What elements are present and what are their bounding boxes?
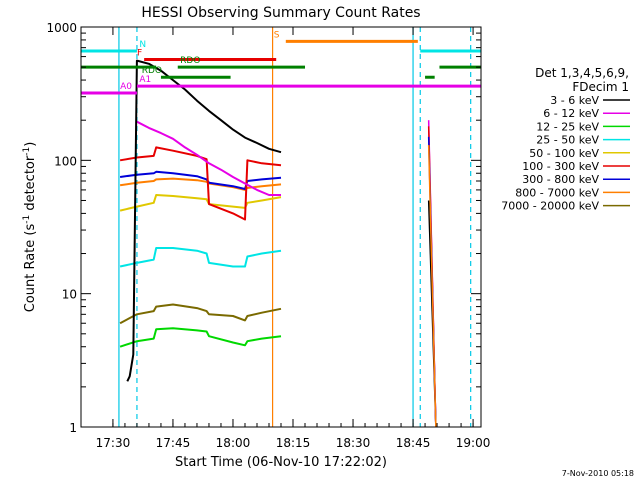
footer-timestamp: 7-Nov-2010 05:18 <box>562 469 634 478</box>
x-tick-label: 18:15 <box>276 436 311 450</box>
chart-title: HESSI Observing Summary Count Rates <box>141 5 420 21</box>
legend-label-7000-20000-kev: 7000 - 20000 keV <box>501 200 599 213</box>
x-tick-label: 19:00 <box>456 436 491 450</box>
axis-ticks: 17:30 17:45 18:00 18:15 18:30 18:45 19:00 1 10 10… <box>46 21 490 450</box>
legend-label-300-800-kev: 300 - 800 keV <box>522 173 599 186</box>
y-tick-label: 10 <box>62 288 77 302</box>
x-tick-label: 18:45 <box>396 436 431 450</box>
legend-header-1: Det 1,3,4,5,6,9, <box>535 66 629 80</box>
y-axis-label: Count Rate (s-1 detector-1) <box>22 142 38 313</box>
x-tick-label: 17:45 <box>156 436 191 450</box>
flag-label-a0: A0 <box>120 82 132 92</box>
series-group <box>119 59 437 428</box>
flag-label-a1: A1 <box>139 75 151 85</box>
flag-label-s: S <box>274 30 280 40</box>
y-tick-label: 100 <box>54 154 77 168</box>
flag-label-rdo: RDO <box>142 66 162 76</box>
x-tick-label: 18:30 <box>336 436 371 450</box>
series-line-800-7000-kev <box>119 177 282 191</box>
x-tick-label: 18:00 <box>216 436 251 450</box>
flag-label-n: N <box>139 40 146 50</box>
x-axis-label: Start Time (06-Nov-10 17:22:02) <box>175 455 387 470</box>
legend-label-3-6-kev: 3 - 6 keV <box>550 94 599 107</box>
legend-label-6-12-kev: 6 - 12 keV <box>543 107 599 120</box>
series-line-7000-20000-kev <box>119 303 282 325</box>
x-tick-label: 17:30 <box>96 436 131 450</box>
y-tick-label: 1 <box>69 421 77 435</box>
legend-label-100-300-kev: 100 - 300 keV <box>522 160 599 173</box>
legend-header-2: FDecim 1 <box>572 80 629 94</box>
flag-label-f: F <box>137 49 142 59</box>
y-tick-label: 1000 <box>46 21 77 35</box>
series-line-3-6-kev <box>126 59 282 382</box>
legend-label-25-50-kev: 25 - 50 keV <box>536 134 599 147</box>
series-line-100-300-kev <box>119 146 282 221</box>
legend-label-50-100-kev: 50 - 100 keV <box>529 147 599 160</box>
legend-label-800-7000-kev: 800 - 7000 keV <box>515 186 599 199</box>
legend-label-12-25-kev: 12 - 25 keV <box>536 120 599 133</box>
series-line-25-50-kev <box>119 247 282 268</box>
series-line-12-25-kev <box>119 327 282 348</box>
series-line-50-100-kev <box>119 194 282 212</box>
flag-label-rdo: RDO <box>180 56 200 66</box>
series-line-6-12-kev <box>136 120 281 196</box>
late-segment-800-7000-kev <box>427 145 437 428</box>
